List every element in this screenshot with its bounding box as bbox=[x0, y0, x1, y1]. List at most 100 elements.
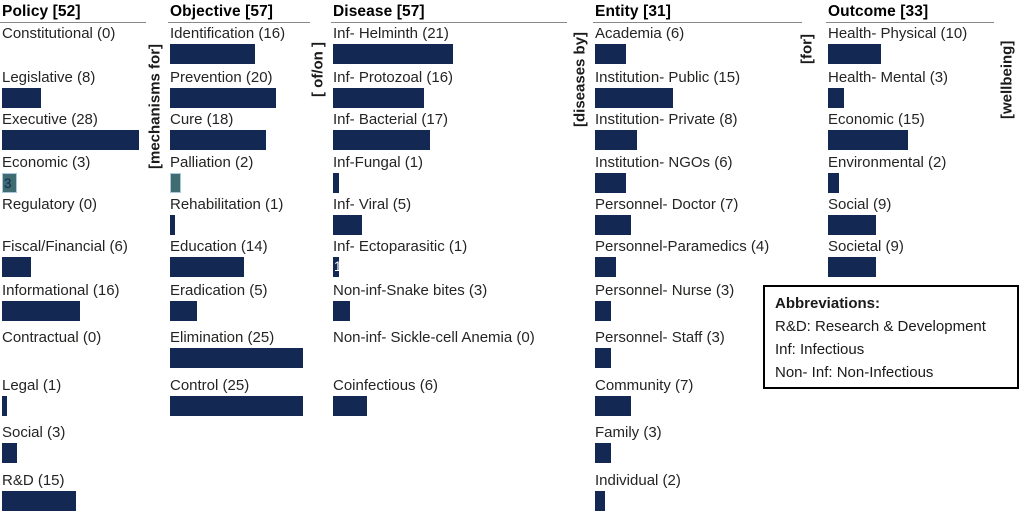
rotated-axis-label-mechanisms-for: [mechanisms for] bbox=[146, 43, 164, 169]
bar-health-mental-3[interactable] bbox=[828, 88, 844, 108]
category-label-personnel-doctor-7: Personnel- Doctor (7) bbox=[595, 196, 739, 213]
category-label-personnel-staff-3: Personnel- Staff (3) bbox=[595, 329, 725, 346]
category-label-personnel-nurse-3: Personnel- Nurse (3) bbox=[595, 282, 735, 299]
category-label-institution-public-15: Institution- Public (15) bbox=[595, 69, 741, 86]
category-label-contractual-0: Contractual (0) bbox=[2, 329, 102, 346]
bar-institution-public-15[interactable] bbox=[595, 88, 673, 108]
panel-header-underline bbox=[168, 22, 310, 23]
bar-health-physical-10[interactable] bbox=[828, 44, 881, 64]
bar-inf-bacterial-17[interactable] bbox=[333, 130, 430, 150]
bar-non-inf-snake-bites-3[interactable] bbox=[333, 301, 350, 321]
category-label-academia-6: Academia (6) bbox=[595, 25, 685, 42]
panel-title: Disease [57] bbox=[333, 3, 425, 20]
bar-r-d-15[interactable] bbox=[2, 491, 76, 511]
panel-policy-52: Policy [52] Constitutional (0) Legislative… bbox=[0, 0, 146, 516]
category-label-legislative-8: Legislative (8) bbox=[2, 69, 96, 86]
bar-economic-3[interactable]: 3 bbox=[2, 173, 17, 193]
bar-social-9[interactable] bbox=[828, 215, 876, 235]
category-label-regulatory-0: Regulatory (0) bbox=[2, 196, 98, 213]
bar-academia-6[interactable] bbox=[595, 44, 626, 64]
category-label-control-25: Control (25) bbox=[170, 377, 250, 394]
abbreviation-rnd: R&D: Research & Development bbox=[775, 318, 986, 335]
bar-prevention-20[interactable] bbox=[170, 88, 276, 108]
abbreviations-title: Abbreviations: bbox=[775, 295, 881, 312]
bar-personnel-nurse-3[interactable] bbox=[595, 301, 611, 321]
bar-personnel-doctor-7[interactable] bbox=[595, 215, 631, 235]
bar-personnel-staff-3[interactable] bbox=[595, 348, 611, 368]
category-label-coinfectious-6: Coinfectious (6) bbox=[333, 377, 439, 394]
bar-palliation-2[interactable] bbox=[170, 173, 181, 193]
bar-education-14[interactable] bbox=[170, 257, 244, 277]
bar-institution-ngos-6[interactable] bbox=[595, 173, 626, 193]
category-label-institution-ngos-6: Institution- NGOs (6) bbox=[595, 154, 733, 171]
bar-inf-protozoal-16[interactable] bbox=[333, 88, 424, 108]
bar-data-label: 3 bbox=[4, 176, 12, 191]
bar-family-3[interactable] bbox=[595, 443, 611, 463]
bar-elimination-25[interactable] bbox=[170, 348, 303, 368]
bar-social-3[interactable] bbox=[2, 443, 17, 463]
bar-inf-viral-5[interactable] bbox=[333, 215, 362, 235]
category-label-non-inf-snake-bites-3: Non-inf-Snake bites (3) bbox=[333, 282, 488, 299]
rotated-axis-label-wellbeing: [wellbeing] bbox=[998, 40, 1016, 120]
category-label-informational-16: Informational (16) bbox=[2, 282, 120, 299]
category-label-cure-18: Cure (18) bbox=[170, 111, 234, 128]
panel-header-underline bbox=[0, 22, 146, 23]
category-label-health-mental-3: Health- Mental (3) bbox=[828, 69, 949, 86]
category-label-education-14: Education (14) bbox=[170, 238, 268, 255]
category-label-non-inf-sickle-cell-anemia-0: Non-inf- Sickle-cell Anemia (0) bbox=[333, 329, 535, 346]
category-label-community-7: Community (7) bbox=[595, 377, 694, 394]
category-label-environmental-2: Environmental (2) bbox=[828, 154, 947, 171]
category-label-palliation-2: Palliation (2) bbox=[170, 154, 254, 171]
category-label-economic-15: Economic (15) bbox=[828, 111, 925, 128]
category-label-prevention-20: Prevention (20) bbox=[170, 69, 273, 86]
category-label-social-9: Social (9) bbox=[828, 196, 892, 213]
bar-individual-2[interactable] bbox=[595, 491, 605, 511]
category-label-inf-helminth-21: Inf- Helminth (21) bbox=[333, 25, 449, 42]
bar-inf-ectoparasitic-1[interactable]: 1 bbox=[333, 257, 342, 277]
bar-inf-helminth-21[interactable] bbox=[333, 44, 453, 64]
bar-identification-16[interactable] bbox=[170, 44, 255, 64]
abbreviation-non-inf: Non- Inf: Non-Infectious bbox=[775, 364, 934, 381]
bar-rehabilitation-1[interactable] bbox=[170, 215, 175, 235]
category-label-r-d-15: R&D (15) bbox=[2, 472, 65, 489]
bar-societal-9[interactable] bbox=[828, 257, 876, 277]
bar-institution-private-8[interactable] bbox=[595, 130, 637, 150]
bar-economic-15[interactable] bbox=[828, 130, 908, 150]
bar-informational-16[interactable] bbox=[2, 301, 80, 321]
panel-entity-31: Entity [31] Academia (6) Institution- Publ… bbox=[593, 0, 802, 516]
category-label-societal-9: Societal (9) bbox=[828, 238, 904, 255]
bar-legal-1[interactable] bbox=[2, 396, 7, 416]
panel-header-underline bbox=[331, 22, 567, 23]
bar-legislative-8[interactable] bbox=[2, 88, 41, 108]
category-label-inf-ectoparasitic-1: Inf- Ectoparasitic (1) bbox=[333, 238, 468, 255]
bar-eradication-5[interactable] bbox=[170, 301, 197, 321]
category-label-constitutional-0: Constitutional (0) bbox=[2, 25, 116, 42]
bar-environmental-2[interactable] bbox=[828, 173, 839, 193]
category-label-executive-28: Executive (28) bbox=[2, 111, 98, 128]
category-label-inf-protozoal-16: Inf- Protozoal (16) bbox=[333, 69, 454, 86]
category-label-eradication-5: Eradication (5) bbox=[170, 282, 268, 299]
rotated-axis-label-diseases-by: [diseases by] bbox=[571, 31, 589, 127]
category-label-legal-1: Legal (1) bbox=[2, 377, 62, 394]
bar-control-25[interactable] bbox=[170, 396, 303, 416]
category-label-inf-viral-5: Inf- Viral (5) bbox=[333, 196, 412, 213]
bar-executive-28[interactable] bbox=[2, 130, 139, 150]
abbreviations-legend-box: Abbreviations: R&D: Research & Developme… bbox=[763, 285, 1019, 389]
bar-cure-18[interactable] bbox=[170, 130, 266, 150]
bar-coinfectious-6[interactable] bbox=[333, 396, 367, 416]
panel-header-underline bbox=[826, 22, 994, 23]
bar-inf-fungal-1[interactable] bbox=[333, 173, 339, 193]
panel-objective-57: Objective [57] Identification (16) Prevent… bbox=[168, 0, 310, 516]
panel-header-underline bbox=[593, 22, 802, 23]
bar-data-label: 1 bbox=[334, 259, 342, 274]
abbreviation-inf: Inf: Infectious bbox=[775, 341, 865, 358]
bar-fiscal-financial-6[interactable] bbox=[2, 257, 31, 277]
category-label-institution-private-8: Institution- Private (8) bbox=[595, 111, 738, 128]
bar-personnel-paramedics-4[interactable] bbox=[595, 257, 616, 277]
rotated-axis-label-for: [for] bbox=[798, 34, 816, 64]
category-label-inf-fungal-1: Inf-Fungal (1) bbox=[333, 154, 424, 171]
panel-title: Entity [31] bbox=[595, 3, 672, 20]
bar-community-7[interactable] bbox=[595, 396, 631, 416]
category-label-fiscal-financial-6: Fiscal/Financial (6) bbox=[2, 238, 128, 255]
